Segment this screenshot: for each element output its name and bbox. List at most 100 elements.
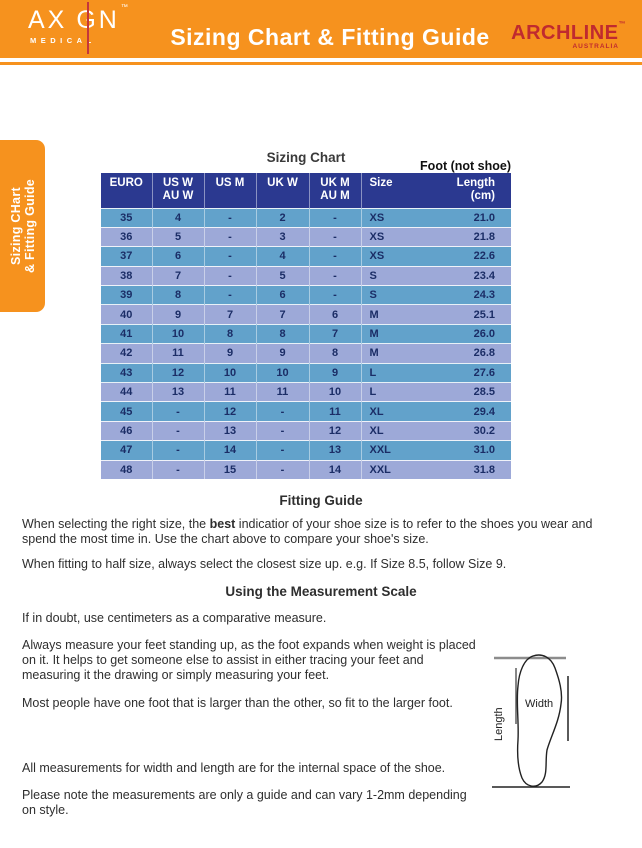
table-cell: - (152, 401, 205, 422)
archline-trademark: ™ (618, 21, 626, 28)
table-cell: 8 (256, 323, 310, 344)
table-cell: 15 (204, 459, 257, 480)
table-cell: 4 (256, 246, 310, 267)
table-cell: - (309, 226, 362, 247)
table-cell: 9 (309, 362, 362, 383)
archline-australia-label: AUSTRALIA (572, 43, 619, 50)
table-cell: 11 (309, 401, 362, 422)
axign-medical-label: MEDICAL (30, 36, 96, 45)
table-cell: 41 (101, 323, 153, 344)
table-cell: - (309, 285, 362, 305)
fitting-paragraph-2: When fitting to half size, always select… (22, 557, 507, 571)
column-header-length: Length (cm) (434, 173, 511, 208)
sizing-table: EURO US W AU W US M UK W UK M AU M Size Length (c… (101, 173, 511, 480)
table-cell: - (204, 265, 257, 286)
table-cell: - (204, 246, 257, 267)
table-cell: - (152, 459, 205, 480)
side-tab-line1: Sizing CHart (8, 187, 23, 265)
table-cell: M (361, 304, 434, 325)
table-cell: - (309, 265, 362, 286)
sizing-table-head: EURO US W AU W US M UK W UK M AU M Size Length (c… (101, 173, 511, 208)
table-cell: 10 (256, 362, 310, 383)
table-cell: 10 (204, 362, 257, 383)
table-cell: 7 (204, 304, 257, 325)
axign-medical-logo: AX GN ™ MEDICAL (28, 2, 146, 55)
table-row: 35 4-2- XS 21.0 (101, 207, 511, 228)
table-cell: 30.2 (434, 420, 511, 441)
table-cell: 10 (152, 323, 205, 344)
table-cell: XXL (361, 459, 434, 480)
table-cell: 39 (101, 285, 153, 305)
table-cell: - (256, 401, 310, 422)
fitting-p1-bold: best (209, 517, 236, 531)
table-cell: 6 (256, 285, 310, 305)
table-cell: 8 (309, 343, 362, 364)
table-cell: S (361, 285, 434, 305)
column-header-us-m: US M (204, 173, 257, 208)
table-cell: 12 (152, 362, 205, 383)
table-cell: XL (361, 420, 434, 441)
table-row: 46-13-12 XL 30.2 (101, 420, 511, 441)
foot-not-shoe-label: Foot (not shoe) (420, 159, 511, 173)
column-header-uk-m: UK M AU M (309, 173, 362, 208)
fitting-paragraph-1: When selecting the right size, the best … (22, 517, 622, 547)
table-cell: - (204, 207, 257, 228)
column-header-uk-w: UK W (256, 173, 310, 208)
table-cell: 29.4 (434, 401, 511, 422)
table-cell: 36 (101, 226, 153, 247)
table-cell: 7 (256, 304, 310, 325)
table-row: 48-15-14 XXL 31.8 (101, 459, 511, 480)
table-cell: 9 (152, 304, 205, 325)
header-band: AX GN ™ MEDICAL Sizing Chart & Fitting G… (0, 0, 642, 58)
table-cell: 7 (309, 323, 362, 344)
axign-trademark: ™ (120, 4, 131, 11)
table-cell: XS (361, 207, 434, 228)
table-cell: 21.0 (434, 207, 511, 228)
sizing-table-header-row: EURO US W AU W US M UK W UK M AU M Size Length (c… (101, 173, 511, 208)
table-cell: 25.1 (434, 304, 511, 325)
table-row: 43 12 10 10 9 L 27.6 (101, 362, 511, 383)
table-cell: 23.4 (434, 265, 511, 286)
table-cell: 22.6 (434, 246, 511, 267)
table-cell: 8 (204, 323, 257, 344)
table-cell: 48 (101, 459, 153, 480)
table-cell: - (152, 440, 205, 461)
table-cell: 43 (101, 362, 153, 383)
table-cell: 42 (101, 343, 153, 364)
table-cell: - (204, 285, 257, 305)
table-cell: 40 (101, 304, 153, 325)
table-cell: 7 (152, 265, 205, 286)
column-header-size: Size (361, 173, 434, 208)
fitting-p1-post: indicatior of your shoe size is to refer… (22, 517, 593, 546)
measurement-paragraph-1: If in doubt, use centimeters as a compar… (22, 611, 327, 625)
table-cell: 3 (256, 226, 310, 247)
table-row: 47-14-13 XXL 31.0 (101, 440, 511, 461)
table-row: 39 8-6- S 24.3 (101, 285, 511, 305)
table-cell: 11 (256, 382, 310, 402)
table-row: 40 9 7 7 6 M 25.1 (101, 304, 511, 325)
page-title: Sizing Chart & Fitting Guide (170, 24, 490, 50)
table-row: 41 10 8 8 7 M 26.0 (101, 323, 511, 344)
sizing-table-body: 35 4-2- XS 21.0 36 5-3- XS 21.8 37 6-4- XS 22.6 38 7-… (101, 207, 511, 480)
archline-wordmark: ARCHLINE™ (496, 21, 626, 43)
axign-red-line-icon (87, 2, 89, 54)
table-row: 36 5-3- XS 21.8 (101, 226, 511, 247)
table-cell: L (361, 382, 434, 402)
table-cell: 13 (309, 440, 362, 461)
axign-part2: GN (76, 6, 120, 34)
table-cell: 46 (101, 420, 153, 441)
table-row: 45-12-11 XL 29.4 (101, 401, 511, 422)
measurement-scale-heading: Using the Measurement Scale (225, 584, 417, 599)
table-row: 38 7-5- S 23.4 (101, 265, 511, 286)
side-tab-label: Sizing CHart & Fitting Guide (0, 140, 45, 312)
table-cell: M (361, 343, 434, 364)
table-cell: 9 (256, 343, 310, 364)
table-cell: 38 (101, 265, 153, 286)
table-cell: - (256, 459, 310, 480)
table-cell: XS (361, 226, 434, 247)
fitting-guide-heading: Fitting Guide (279, 493, 363, 508)
table-row: 37 6-4- XS 22.6 (101, 246, 511, 267)
table-cell: 13 (204, 420, 257, 441)
foot-outline-icon (516, 654, 563, 787)
